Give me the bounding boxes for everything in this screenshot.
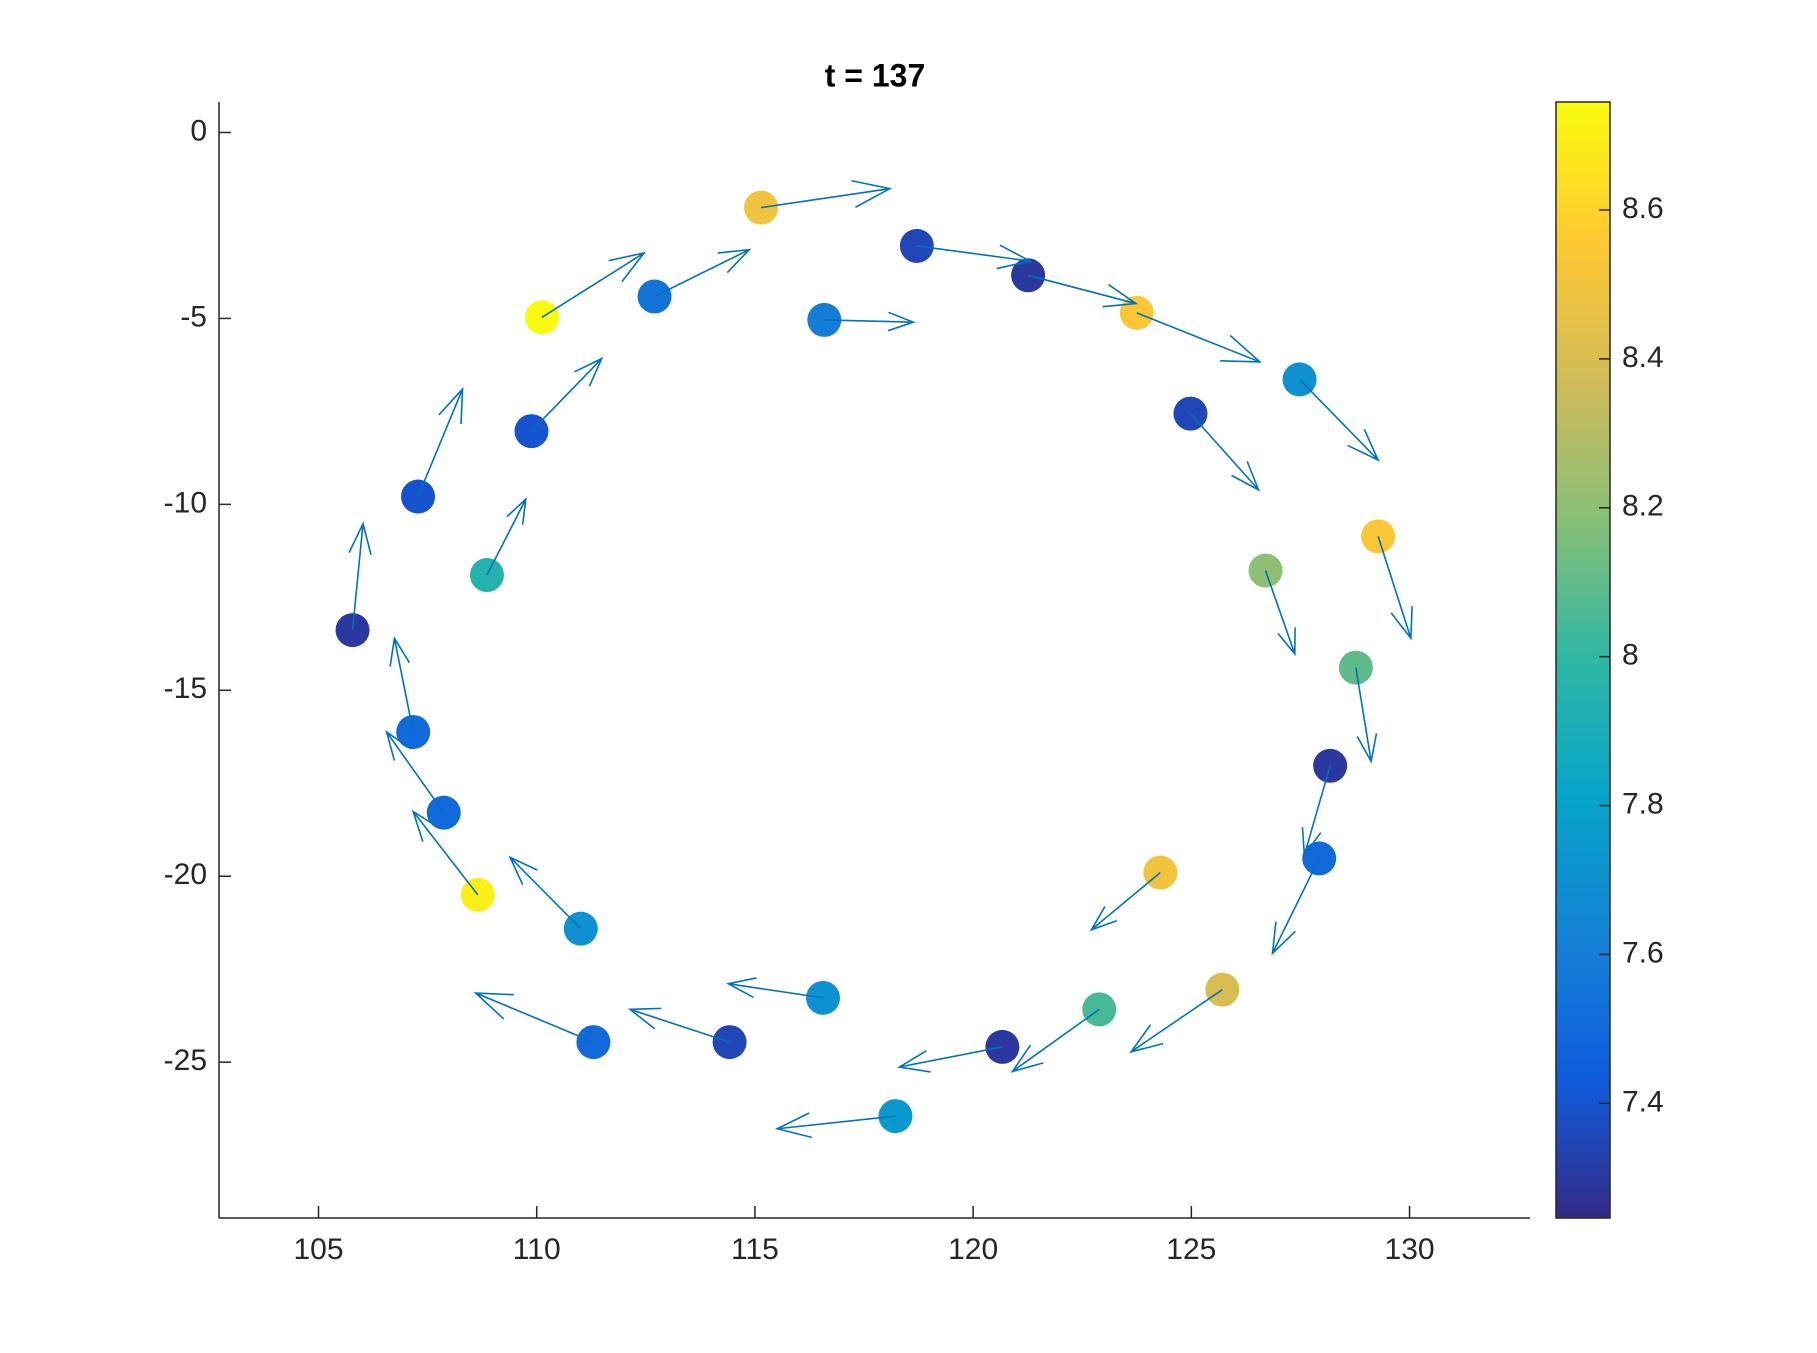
colorbar-tick-label: 8.2: [1622, 490, 1664, 523]
colorbar-tick-label: 7.6: [1622, 936, 1664, 969]
colorbar-tick-label: 7.8: [1622, 787, 1664, 820]
arrow: [824, 311, 916, 332]
arrow: [1377, 536, 1413, 641]
arrow: [486, 497, 527, 576]
arrow: [385, 730, 445, 814]
point: [899, 228, 934, 263]
colorbar-tick-label: 7.4: [1622, 1085, 1664, 1118]
chart-title: t = 137: [825, 57, 926, 93]
arrow: [1129, 989, 1223, 1054]
colorbar-tick-label: 8: [1622, 639, 1639, 672]
x-tick-label: 105: [293, 1233, 343, 1266]
arrow: [1301, 765, 1331, 858]
arrow: [348, 521, 372, 631]
colorbar-tick-label: 8.6: [1622, 192, 1664, 225]
arrow: [916, 244, 1033, 270]
arrow: [774, 1112, 896, 1139]
arrow: [654, 248, 752, 298]
arrow: [389, 635, 414, 733]
arrow: [1010, 1008, 1100, 1073]
arrow: [1298, 378, 1380, 462]
arrow: [541, 251, 647, 318]
x-tick-label: 120: [948, 1233, 998, 1266]
point: [1011, 258, 1046, 293]
y-tick-label: -25: [164, 1044, 207, 1077]
x-tick-label: 130: [1385, 1233, 1435, 1266]
arrow: [1271, 858, 1320, 956]
x-tick-label: 110: [513, 1233, 561, 1266]
arrow: [627, 1007, 730, 1043]
y-tick-label: -20: [164, 858, 207, 891]
arrow: [508, 855, 582, 930]
arrow: [760, 179, 893, 209]
y-tick-label: -5: [180, 300, 207, 333]
arrow: [1264, 570, 1296, 657]
x-tick-label: 125: [1166, 1233, 1216, 1266]
arrow: [897, 1046, 1003, 1073]
colorbar-tick-label: 8.4: [1622, 341, 1664, 374]
arrow: [1355, 667, 1378, 764]
x-tick-label: 115: [731, 1233, 779, 1266]
colorbar: [1555, 101, 1611, 1219]
arrow: [1189, 413, 1261, 492]
arrow: [1136, 312, 1263, 363]
y-tick-label: -15: [164, 672, 207, 705]
arrow: [1089, 871, 1161, 932]
arrow: [530, 356, 604, 432]
arrow: [1027, 274, 1139, 308]
y-tick-label: -10: [164, 486, 207, 519]
arrow: [473, 992, 594, 1043]
y-tick-label: 0: [190, 114, 207, 147]
arrow: [725, 977, 824, 999]
arrow: [417, 386, 464, 497]
arrow: [411, 809, 479, 896]
